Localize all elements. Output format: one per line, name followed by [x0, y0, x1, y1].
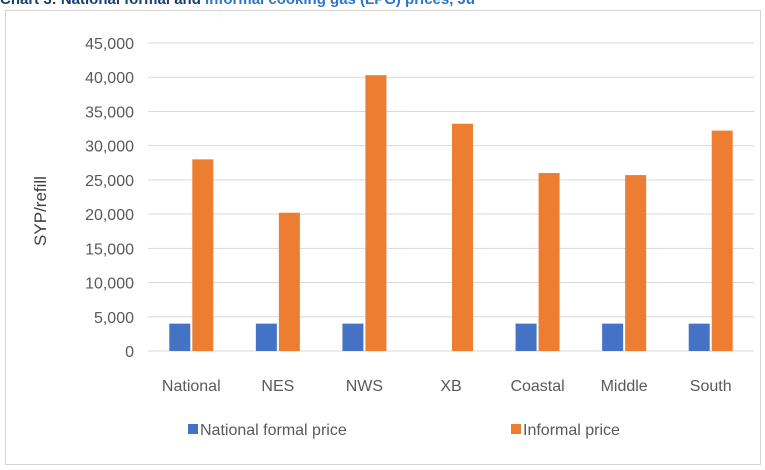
bar-informal	[452, 123, 473, 352]
x-tick-label: XB	[440, 378, 461, 395]
chart-frame: 0 5,000 10,000 15,000 20,000 25,000 30,000 35,0…	[5, 10, 761, 465]
bar-formal	[342, 323, 364, 351]
x-tick-label: Middle	[601, 378, 648, 395]
legend-item: Informal price	[511, 422, 620, 439]
caption-part-light: informal cooking gas (LPG) prices, Ju	[205, 0, 475, 8]
y-tick-label: 20,000	[85, 207, 134, 224]
legend-item: National formal price	[188, 422, 347, 439]
bar-informal	[711, 130, 733, 351]
x-tick-label: NWS	[346, 378, 383, 395]
bar-informal	[278, 212, 300, 351]
bar-formal	[688, 323, 710, 351]
y-tick-label: 45,000	[85, 36, 134, 53]
bar-formal	[602, 323, 624, 351]
y-tick-label: 5,000	[94, 310, 134, 327]
y-axis-label: SYP/refill	[31, 176, 50, 246]
y-tick-label: 30,000	[85, 139, 134, 156]
chart-caption: Chart 3: National formal and informal co…	[0, 0, 765, 13]
y-axis-ticks: 0 5,000 10,000 15,000 20,000 25,000 30,000 35,0…	[85, 36, 134, 361]
y-tick-label: 25,000	[85, 173, 134, 190]
x-axis-ticks: National NES NWS XB Coastal Middle South	[162, 378, 732, 395]
bar-chart: 0 5,000 10,000 15,000 20,000 25,000 30,000 35,0…	[31, 36, 754, 439]
legend-label: Informal price	[523, 422, 620, 439]
bar-informal	[538, 173, 560, 351]
y-tick-label: 10,000	[85, 276, 134, 293]
x-tick-label: NES	[261, 378, 294, 395]
caption-part-dark: Chart 3: National formal and	[0, 0, 201, 8]
legend: National formal price Informal price	[188, 422, 620, 439]
bar-formal	[255, 323, 277, 351]
y-tick-label: 40,000	[85, 70, 134, 87]
y-tick-label: 0	[125, 344, 134, 361]
legend-label: National formal price	[200, 422, 347, 439]
x-tick-label: Coastal	[510, 378, 564, 395]
bar-informal	[192, 159, 214, 351]
x-tick-label: South	[690, 378, 732, 395]
bar-informal	[365, 75, 387, 352]
bar-informal	[625, 175, 647, 351]
bars	[169, 75, 733, 352]
y-tick-label: 15,000	[85, 241, 134, 258]
legend-swatch	[511, 424, 521, 434]
y-tick-label: 35,000	[85, 104, 134, 121]
gridlines	[148, 42, 754, 352]
x-tick-label: National	[162, 378, 221, 395]
bar-formal	[515, 323, 537, 351]
legend-swatch	[188, 424, 198, 434]
bar-formal	[169, 323, 191, 351]
